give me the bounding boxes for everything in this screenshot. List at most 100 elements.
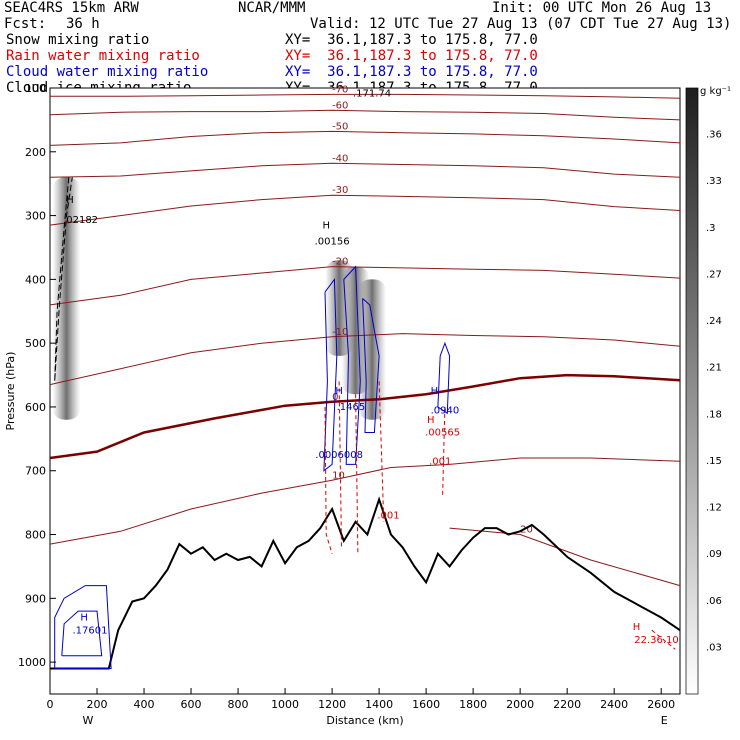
x-tick-label-9: 1800	[459, 698, 487, 711]
extremum-label-9: .0940	[431, 405, 460, 416]
isotherm-line-1	[49, 109, 681, 121]
x-tick-label-1: 200	[87, 698, 108, 711]
x-tick-label-3: 600	[181, 698, 202, 711]
extremum-label-4: .171.74	[353, 88, 391, 99]
extremum-label-1: .02182	[63, 215, 98, 226]
colorbar-tick-11: .36	[706, 130, 722, 141]
cloud-water-contour-2	[362, 298, 380, 433]
y-tick-label-6: 700	[25, 465, 46, 478]
colorbar	[685, 87, 699, 695]
rain-contour-0	[324, 406, 333, 554]
colorbar-tick-10: .33	[706, 176, 722, 187]
legend-cloud-water-xy: XY= 36.1,187.3 to 175.8, 77.0	[285, 64, 538, 80]
colorbar-tick-9: .3	[706, 223, 716, 234]
isotherm-line-8	[49, 457, 681, 545]
x-tick-label-0: 0	[47, 698, 54, 711]
extremum-label-2: H	[322, 220, 330, 231]
colorbar-unit: g kg⁻¹	[700, 86, 731, 97]
legend-cloud-water-label: Cloud water mixing ratio	[6, 64, 209, 80]
extremum-label-14: H	[80, 613, 88, 624]
x-tick-label-5: 1000	[271, 698, 299, 711]
isotherm-line-6	[49, 333, 681, 386]
y-tick-label-3: 400	[25, 273, 46, 286]
isotherm-label-6: -10	[332, 327, 348, 338]
init-time: Init: 00 UTC Mon 26 Aug 13	[492, 0, 712, 16]
extremum-label-5: H	[335, 386, 343, 397]
colorbar-tick-0: .03	[706, 642, 722, 653]
cloud-water-contour-5	[61, 610, 103, 657]
isotherm-label-3: -40	[332, 153, 348, 164]
x-tick-label-13: 2600	[647, 698, 675, 711]
colorbar-tick-5: .18	[706, 409, 722, 420]
snow-shading-3	[52, 177, 81, 420]
rain-contour-5	[651, 629, 676, 650]
y-tick-label-9: 1000	[18, 656, 46, 669]
extremum-label-0: H	[66, 195, 74, 206]
colorbar-tick-4: .15	[706, 456, 722, 467]
cloud-water-contour-1	[343, 265, 361, 465]
y-axis-title: Pressure (hPa)	[4, 352, 17, 431]
colorbar-tick-2: .09	[706, 549, 722, 560]
extremum-label-7: .0006008	[315, 450, 363, 461]
colorbar-tick-8: .27	[706, 269, 722, 280]
extremum-label-15: .17601	[72, 625, 107, 636]
colorbar-tick-7: .24	[706, 316, 722, 327]
isotherm-label-1: -60	[332, 100, 348, 111]
isotherm-label-8: 10	[332, 470, 345, 481]
extremum-label-12: .001	[429, 456, 451, 467]
model-title: SEAC4RS 15km ARW	[4, 0, 139, 16]
isotherm-label-0: -70	[332, 84, 348, 95]
rain-contour-4	[442, 406, 446, 497]
x-end-label-west: W	[83, 714, 94, 727]
isotherm-line-3	[49, 162, 681, 178]
isotherm-line-9	[449, 527, 681, 587]
fcst-label: Fcst:	[4, 16, 47, 32]
x-tick-label-8: 1600	[412, 698, 440, 711]
y-tick-label-7: 800	[25, 529, 46, 542]
y-tick-label-2: 300	[25, 210, 46, 223]
isotherm-label-5: -20	[332, 257, 348, 268]
extremum-label-10: H	[427, 415, 435, 426]
legend-snow-xy: XY= 36.1,187.3 to 175.8, 77.0	[285, 32, 538, 48]
isotherm-line-2	[49, 130, 681, 146]
rain-contour-3	[378, 381, 385, 522]
isotherm-label-9: 20	[520, 525, 533, 536]
y-tick-label-0: 100	[25, 82, 46, 95]
cloud-water-contour-0	[323, 277, 338, 472]
x-tick-label-10: 2000	[506, 698, 534, 711]
isotherm-line-4	[49, 194, 681, 226]
isotherm-line-5	[49, 266, 681, 306]
isotherm-label-2: -50	[332, 121, 348, 132]
x-tick-label-2: 400	[134, 698, 155, 711]
legend-rain-xy: XY= 36.1,187.3 to 175.8, 77.0	[285, 48, 538, 64]
x-tick-label-4: 800	[228, 698, 249, 711]
extremum-label-16: H	[633, 622, 641, 633]
terrain-line	[50, 496, 681, 670]
isotherm-line-0	[50, 93, 681, 99]
x-tick-label-12: 2400	[600, 698, 628, 711]
cloud-ice-contour	[54, 177, 73, 382]
org-label: NCAR/MMM	[238, 0, 306, 16]
isotherm-label-4: -30	[332, 185, 348, 196]
colorbar-tick-1: .06	[706, 596, 722, 607]
cloud-water-contour-4	[54, 585, 112, 669]
legend-snow-label: Snow mixing ratio	[6, 32, 150, 48]
x-tick-label-11: 2200	[553, 698, 581, 711]
extremum-label-13: .001	[377, 511, 399, 522]
extremum-label-17: 22.36.10	[634, 635, 679, 646]
valid-time: Valid: 12 UTC Tue 27 Aug 13 (07 CDT Tue …	[310, 16, 732, 32]
y-tick-label-5: 600	[25, 401, 46, 414]
fcst-value: 36 h	[66, 16, 100, 32]
extremum-label-3: .00156	[315, 236, 350, 247]
x-axis-title: Distance (km)	[326, 714, 403, 727]
cloud-water-contour-3	[437, 341, 451, 415]
colorbar-tick-3: .12	[706, 503, 722, 514]
y-tick-label-1: 200	[25, 146, 46, 159]
extremum-label-6: .1465	[337, 402, 366, 413]
isotherm-line-7	[49, 373, 681, 460]
rain-contour-2	[355, 394, 359, 554]
y-tick-label-8: 900	[25, 592, 46, 605]
legend-rain-label: Rain water mixing ratio	[6, 48, 200, 64]
colorbar-tick-6: .21	[706, 363, 722, 374]
